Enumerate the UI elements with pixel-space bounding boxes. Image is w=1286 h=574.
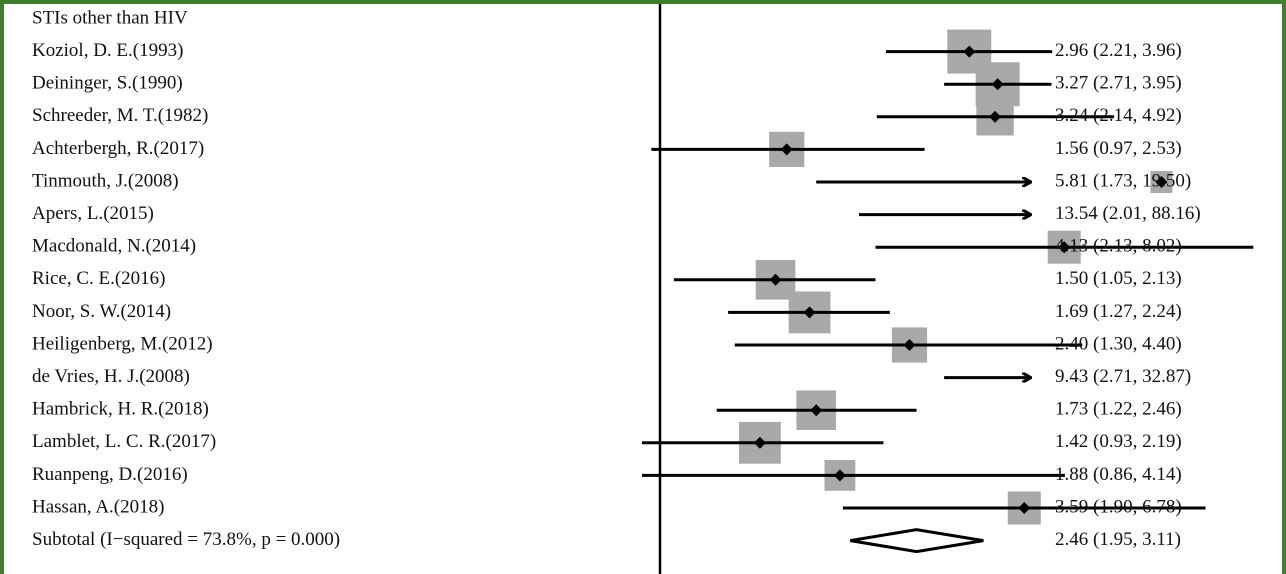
point-estimate [803, 306, 816, 319]
point-estimate [1018, 502, 1031, 514]
study-ci-text: 3.24 (2.14, 4.92) [1055, 105, 1182, 126]
study-ci-text: 9.43 (2.71, 32.87) [1055, 366, 1191, 387]
chart-panel: STIs other than HIV Koziol, D. E.(1993) 2.… [4, 4, 1282, 574]
study-ci-text: 4.13 (2.13, 8.02) [1055, 236, 1182, 257]
point-estimate [810, 404, 823, 417]
subtotal-label: Subtotal (I−squared = 73.8%, p = 0.000) [32, 529, 340, 550]
study-label: Macdonald, N.(2014) [32, 236, 196, 257]
study-ci-text: 5.81 (1.73, 19.50) [1055, 170, 1191, 191]
study-label: Deininger, S.(1990) [32, 73, 183, 94]
point-estimate [753, 436, 766, 449]
study-label: Hambrick, H. R.(2018) [32, 399, 209, 420]
study-ci-text: 1.56 (0.97, 2.53) [1055, 138, 1182, 159]
study-ci-text: 3.27 (2.71, 3.95) [1055, 73, 1182, 94]
point-estimate [1058, 241, 1071, 254]
study-ci-text: 2.96 (2.21, 3.96) [1055, 40, 1182, 61]
point-estimate [989, 110, 1002, 123]
study-ci-text: 13.54 (2.01, 88.16) [1055, 203, 1201, 224]
study-label: Koziol, D. E.(1993) [32, 40, 183, 61]
section-title: STIs other than HIV [32, 7, 188, 28]
point-estimate [780, 143, 793, 156]
study-label: Lamblet, L. C. R.(2017) [32, 431, 216, 452]
study-label: Schreeder, M. T.(1982) [32, 105, 208, 126]
ci-lines [642, 45, 1254, 514]
study-label: Apers, L.(2015) [32, 203, 154, 224]
study-ci-text: 1.42 (0.93, 2.19) [1055, 431, 1182, 452]
subtotal-diamond [850, 528, 984, 554]
study-label: Tinmouth, J.(2008) [32, 170, 179, 191]
point-estimate [769, 273, 782, 286]
study-label: Rice, C. E.(2016) [32, 268, 166, 289]
point-estimate [903, 339, 916, 351]
study-label: Ruanpeng, D.(2016) [32, 464, 188, 485]
point-estimate [833, 469, 846, 482]
point-estimate [991, 78, 1004, 91]
forest-plot: STIs other than HIV Koziol, D. E.(1993) 2.… [32, 4, 1254, 574]
study-label: Heiligenberg, M.(2012) [32, 333, 213, 354]
study-label: Hassan, A.(2018) [32, 496, 164, 517]
subtotal-ci-text: 2.46 (1.95, 3.11) [1055, 529, 1181, 550]
study-ci-text: 1.69 (1.27, 2.24) [1055, 301, 1182, 322]
study-ci-text: 3.59 (1.90, 6.78) [1055, 496, 1182, 517]
point-estimate [963, 45, 976, 58]
study-ci-text: 1.88 (0.86, 4.14) [1055, 464, 1182, 485]
study-ci-text: 1.73 (1.22, 2.46) [1055, 399, 1182, 420]
study-ci-text: 2.40 (1.30, 4.40) [1055, 333, 1182, 354]
weight-boxes [739, 29, 1173, 525]
study-label: Achterbergh, R.(2017) [32, 138, 204, 159]
study-label: Noor, S. W.(2014) [32, 301, 171, 322]
point-estimate [1155, 176, 1168, 188]
study-ci-text: 1.50 (1.05, 2.13) [1055, 268, 1182, 289]
study-label: de Vries, H. J.(2008) [32, 366, 190, 387]
